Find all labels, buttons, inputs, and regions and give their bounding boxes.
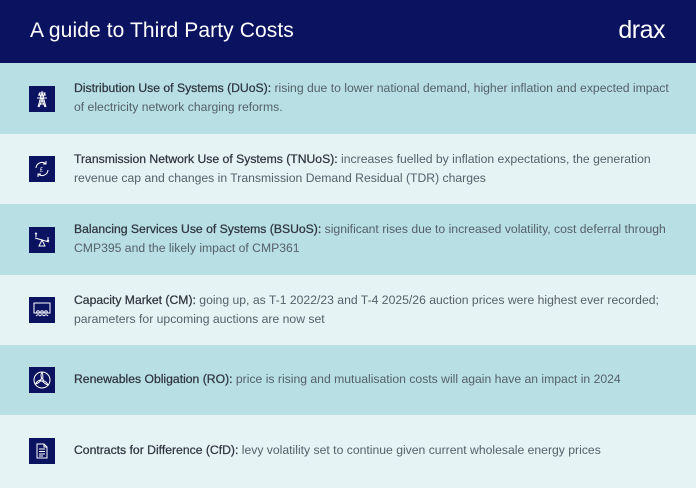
svg-text:£: £ [40, 167, 44, 174]
page-title: A guide to Third Party Costs [30, 18, 294, 42]
item-term: Balancing Services Use of Systems (BSUoS… [74, 222, 322, 236]
item-text: Distribution Use of Systems (DUoS): risi… [74, 79, 674, 117]
list-item-duos: Distribution Use of Systems (DUoS): risi… [0, 63, 696, 134]
item-term: Transmission Network Use of Systems (TNU… [74, 152, 338, 166]
item-term: Capacity Market (CM): [74, 293, 196, 307]
pylon-icon [29, 86, 55, 112]
item-text: Balancing Services Use of Systems (BSUoS… [74, 220, 674, 258]
item-description: levy volatility set to continue given cu… [238, 443, 601, 457]
item-description: significant rises due to increased volat… [74, 222, 666, 255]
item-text: Contracts for Difference (CfD): levy vol… [74, 441, 674, 460]
header-banner: A guide to Third Party Costs drax [0, 0, 696, 63]
item-description: going up, as T-1 2022/23 and T-4 2025/26… [74, 293, 659, 326]
list-item-cm: Capacity Market (CM): going up, as T-1 2… [0, 275, 696, 345]
auction-presentation-icon [29, 297, 55, 323]
item-text: Renewables Obligation (RO): price is ris… [74, 370, 674, 389]
item-text: Capacity Market (CM): going up, as T-1 2… [74, 291, 674, 329]
document-icon [29, 438, 55, 464]
item-term: Renewables Obligation (RO): [74, 372, 233, 386]
item-text: Transmission Network Use of Systems (TNU… [74, 150, 674, 188]
list-item-bsuos: Balancing Services Use of Systems (BSUoS… [0, 204, 696, 275]
item-description: increases fuelled by inflation expectati… [74, 152, 651, 185]
cost-list: Distribution Use of Systems (DUoS): risi… [0, 63, 696, 488]
item-description: price is rising and mutualisation costs … [232, 372, 621, 386]
list-item-cfd: Contracts for Difference (CfD): levy vol… [0, 415, 696, 488]
wind-turbine-icon [29, 367, 55, 393]
list-item-ro: Renewables Obligation (RO): price is ris… [0, 345, 696, 415]
drax-logo: drax [618, 16, 665, 44]
item-description: rising due to lower national demand, hig… [74, 81, 669, 114]
item-term: Distribution Use of Systems (DUoS): [74, 81, 272, 95]
pound-cycle-icon: £ [29, 156, 55, 182]
balance-seesaw-icon [29, 227, 55, 253]
item-term: Contracts for Difference (CfD): [74, 443, 239, 457]
list-item-tnuos: £ Transmission Network Use of Systems (T… [0, 134, 696, 204]
